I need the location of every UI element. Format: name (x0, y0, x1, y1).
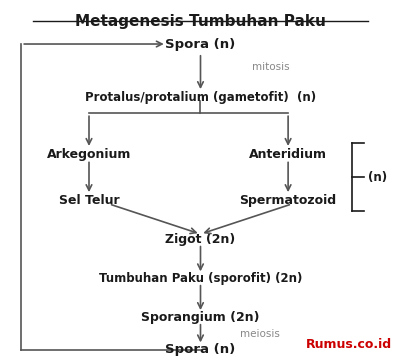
Text: (n): (n) (368, 171, 387, 184)
Text: Tumbuhan Paku (sporofit) (2n): Tumbuhan Paku (sporofit) (2n) (99, 272, 302, 285)
Text: Sporangium (2n): Sporangium (2n) (141, 311, 260, 324)
Text: Arkegonium: Arkegonium (47, 148, 131, 160)
Text: Sel Telur: Sel Telur (59, 194, 119, 207)
Text: Spermatozoid: Spermatozoid (239, 194, 337, 207)
Text: Metagenesis Tumbuhan Paku: Metagenesis Tumbuhan Paku (75, 14, 326, 29)
Text: Spora (n): Spora (n) (165, 343, 236, 356)
Text: Zigot (2n): Zigot (2n) (165, 233, 236, 246)
Text: Protalus/protalium (gametofit)  (n): Protalus/protalium (gametofit) (n) (85, 91, 316, 104)
Text: Anteridium: Anteridium (249, 148, 327, 160)
Text: Rumus.co.id: Rumus.co.id (306, 338, 392, 351)
Text: meiosis: meiosis (240, 328, 280, 339)
Text: mitosis: mitosis (252, 62, 290, 72)
Text: Spora (n): Spora (n) (165, 38, 236, 51)
